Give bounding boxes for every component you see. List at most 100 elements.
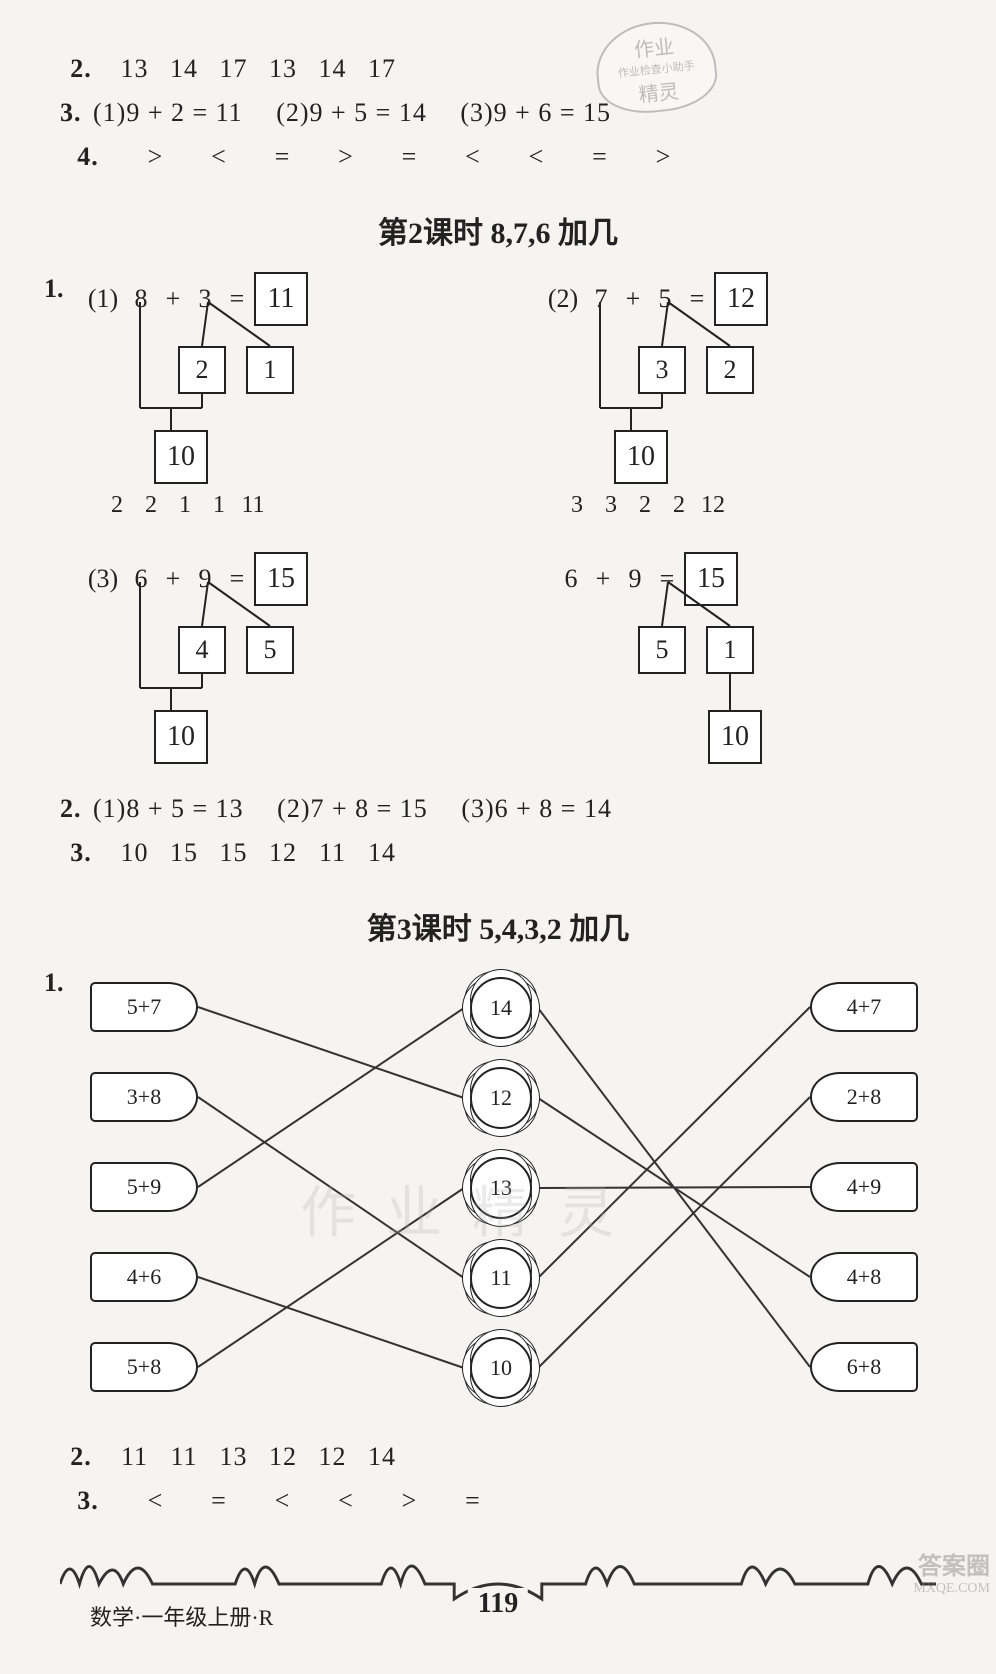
pre-q3: 3. (1)9 + 2 = 11 (2)9 + 5 = 14 (3)9 + 6 … — [60, 98, 936, 128]
sec2-q2: 2. (1)8 + 5 = 13 (2)7 + 8 = 15 (3)6 + 8 … — [60, 794, 936, 824]
sec3-q2-v1: 11 — [163, 1442, 205, 1472]
seq-val: 1 — [168, 492, 202, 519]
split-figure: (1)8+3=112110221111 — [80, 272, 430, 532]
number-box: 1 — [706, 626, 754, 674]
leaf-right: 2+8 — [810, 1072, 918, 1122]
seq-val: 3 — [560, 492, 594, 519]
flower: 10 — [470, 1337, 532, 1399]
pre-q4-label: 4. — [60, 142, 116, 172]
seq-val: 11 — [236, 492, 270, 519]
pre-q4-v3: > — [318, 142, 374, 172]
split-figure: (3)6+9=154510 — [80, 552, 430, 772]
sec3-q2-v3: 12 — [262, 1442, 304, 1472]
sec3-q2-v0: 11 — [114, 1442, 156, 1472]
seq-val: 3 — [594, 492, 628, 519]
pre-q4-v1: < — [191, 142, 247, 172]
sec3-q2-v5: 14 — [361, 1442, 403, 1472]
sec3-q2: 2. 11 11 13 12 12 14 — [60, 1442, 936, 1472]
flower: 11 — [470, 1247, 532, 1309]
sec2-q2-p1: (2)7 + 8 = 15 — [277, 794, 428, 823]
matching-diagram: 5+73+85+94+65+84+72+84+94+86+81412131110 — [70, 968, 950, 1428]
sec3-q3-v0: < — [128, 1486, 184, 1516]
seq-val: 12 — [696, 492, 730, 519]
split-figure: 6+9=155110 — [540, 552, 890, 772]
sec3-q3-v4: > — [382, 1486, 438, 1516]
leaf-right: 4+9 — [810, 1162, 918, 1212]
seq-val: 2 — [628, 492, 662, 519]
pre-q2-v2: 17 — [213, 54, 255, 84]
page-footer: 119 数学·一年级上册·R — [60, 1544, 936, 1634]
sec3-q3-v2: < — [255, 1486, 311, 1516]
sec2-q3-v0: 10 — [114, 838, 156, 868]
page-number: 119 — [468, 1588, 528, 1620]
number-box: 5 — [638, 626, 686, 674]
number-box: 10 — [708, 710, 762, 764]
sec2-q3-v4: 11 — [312, 838, 354, 868]
seq-val: 1 — [202, 492, 236, 519]
pre-q3-p2: (3)9 + 6 = 15 — [460, 98, 611, 127]
pre-q4-v2: = — [255, 142, 311, 172]
sequence-row: 332212 — [560, 492, 730, 519]
pre-q3-p0: (1)9 + 2 = 11 — [93, 98, 243, 127]
sec2-q3-v1: 15 — [163, 838, 205, 868]
pre-q2-v5: 17 — [361, 54, 403, 84]
number-box: 2 — [178, 346, 226, 394]
number-box: 10 — [154, 710, 208, 764]
number-box: 10 — [154, 430, 208, 484]
sec3-q2-label: 2. — [60, 1442, 102, 1472]
sec2-q1-label: 1. — [44, 274, 64, 304]
leaf-right: 6+8 — [810, 1342, 918, 1392]
number-box: 2 — [706, 346, 754, 394]
pre-q4-v5: < — [445, 142, 501, 172]
pre-q4: 4. > < = > = < < = > — [60, 142, 936, 172]
sec2-q3-label: 3. — [60, 838, 102, 868]
sec2-q2-label: 2. — [60, 794, 82, 823]
pre-q3-label: 3. — [60, 98, 82, 127]
sec2-q3: 3. 10 15 15 12 11 14 — [60, 838, 936, 868]
sec2-row2: (3)6+9=1545106+9=155110 — [80, 552, 936, 772]
number-box: 1 — [246, 346, 294, 394]
leaf-right: 4+8 — [810, 1252, 918, 1302]
sec2-q2-p2: (3)6 + 8 = 14 — [461, 794, 612, 823]
pre-q2-v0: 13 — [114, 54, 156, 84]
pre-q4-v4: = — [382, 142, 438, 172]
pre-q2-label: 2. — [60, 54, 102, 84]
sec3-q3-v1: = — [191, 1486, 247, 1516]
sec3-q2-v2: 13 — [213, 1442, 255, 1472]
pre-q2-v1: 14 — [163, 54, 205, 84]
number-box: 3 — [638, 346, 686, 394]
leaf-left: 4+6 — [90, 1252, 198, 1302]
sec3-q3-label: 3. — [60, 1486, 116, 1516]
leaf-right: 4+7 — [810, 982, 918, 1032]
sec3-q3-v3: < — [318, 1486, 374, 1516]
split-figure: (2)7+5=123210332212 — [540, 272, 890, 532]
sec3-q3-v5: = — [445, 1486, 501, 1516]
sec3-q2-v4: 12 — [312, 1442, 354, 1472]
sequence-row: 221111 — [100, 492, 270, 519]
number-box: 4 — [178, 626, 226, 674]
sec2-q3-v3: 12 — [262, 838, 304, 868]
sec2-row1: (1)8+3=112110221111(2)7+5=123210332212 — [80, 272, 936, 532]
sec3-q3: 3. < = < < > = — [60, 1486, 936, 1516]
leaf-left: 3+8 — [90, 1072, 198, 1122]
pre-q4-v7: = — [572, 142, 628, 172]
pre-q4-v0: > — [128, 142, 184, 172]
sec2-q3-v2: 15 — [213, 838, 255, 868]
pre-q3-p1: (2)9 + 5 = 14 — [276, 98, 427, 127]
pre-q2-v3: 13 — [262, 54, 304, 84]
flower: 13 — [470, 1157, 532, 1219]
sec2-q3-v5: 14 — [361, 838, 403, 868]
number-box: 10 — [614, 430, 668, 484]
leaf-left: 5+8 — [90, 1342, 198, 1392]
sec2-q2-p0: (1)8 + 5 = 13 — [93, 794, 244, 823]
section3-title: 第3课时 5,4,3,2 加几 — [60, 904, 936, 948]
leaf-left: 5+9 — [90, 1162, 198, 1212]
sec3-q1-label: 1. — [44, 968, 64, 998]
flower: 14 — [470, 977, 532, 1039]
pre-q2: 2. 13 14 17 13 14 17 — [60, 54, 936, 84]
flower: 12 — [470, 1067, 532, 1129]
seq-val: 2 — [100, 492, 134, 519]
seq-val: 2 — [134, 492, 168, 519]
number-box: 5 — [246, 626, 294, 674]
pre-q4-v8: > — [636, 142, 692, 172]
